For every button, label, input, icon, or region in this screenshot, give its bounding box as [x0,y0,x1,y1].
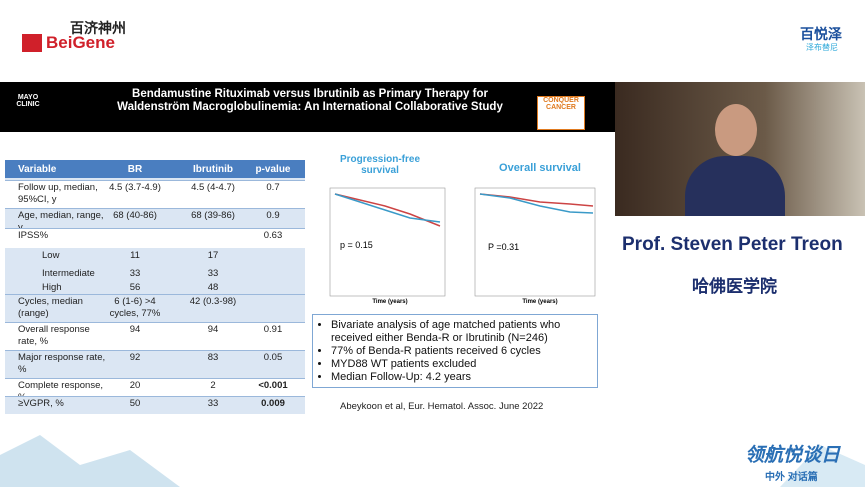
bullet: Bivariate analysis of age matched patien… [331,319,597,345]
col-header: p-value [255,164,291,175]
table-row [5,322,305,350]
table-cell: Low [42,250,60,261]
table-cell: Intermediate [42,268,95,279]
badge: CONQUER CANCER [537,96,585,130]
table-cell: 94 [207,324,219,335]
table-cell: 33 [207,268,219,279]
bullet-box: Bivariate analysis of age matched patien… [312,314,598,388]
table-cell: 50 [129,398,141,409]
table-cell: 68 (40-86) [113,210,157,221]
table-cell: 20 [129,380,141,391]
slide: MAYO CLINIC Bendamustine Rituximab versu… [0,82,615,425]
chart-title: Progression-free survival [339,154,421,176]
table-cell: 17 [207,250,219,261]
speaker-name: Prof. Steven Peter Treon [622,234,843,255]
table-cell: 11 [130,250,140,261]
table-cell: High [42,282,62,293]
institution: MAYO CLINIC [16,94,40,108]
table-header [5,160,305,178]
table-cell: Major response rate, % [18,352,106,375]
logo-cn: 百济神州 [70,20,126,36]
x-label: Time (years) [372,299,408,305]
col-header: Variable [18,164,57,175]
table-cell: 0.63 [263,230,283,241]
table-cell: 83 [207,352,219,363]
km-plots [329,187,596,297]
table-cell: 4.5 (3.7-4.9) [109,182,161,193]
webcam [615,82,865,216]
table-cell: 92 [129,352,141,363]
citation: Abeykoon et al, Eur. Hematol. Assoc. Jun… [340,401,544,412]
table-cell: 56 [129,282,141,293]
col-header: BR [127,164,143,175]
event-sub: 中外 对话篇 [765,472,818,483]
table-cell: 4.5 (4-4.7) [191,182,235,193]
footer-art [0,435,865,487]
table-row [5,228,305,248]
slide-title: Bendamustine Rituximab versus Ibrutinib … [117,88,503,113]
table-row [5,294,305,322]
bullet: 77% of Benda-R patients received 6 cycle… [331,345,597,358]
table-cell: Follow up, median, 95%CI, y [18,182,98,205]
table-cell: 68 (39-86) [191,210,235,221]
table-cell: ≥VGPR, % [18,398,64,409]
bullet: MYD88 WT patients excluded [331,358,597,371]
p-value: p = 0.15 [340,240,373,250]
table-cell: <0.001 [258,380,288,391]
table-row [5,350,305,378]
table-cell: 0.05 [263,352,283,363]
table-cell: 0.91 [263,324,283,335]
chart-title: Overall survival [499,162,581,174]
table-row [5,396,305,414]
speaker-affiliation: 哈佛医学院 [692,277,777,296]
table-row [5,180,305,208]
table-cell: 0.7 [266,182,280,193]
table-cell: Overall response rate, % [18,324,90,347]
bullet: Median Follow-Up: 4.2 years [331,371,597,384]
brand-cn: 百悦泽 [800,26,842,42]
table-cell: Age, median, range, y [18,210,104,233]
table-cell: Cycles, median (range) [18,296,83,319]
table-cell: 6 (1-6) >4 cycles, 77% [109,296,161,319]
table-cell: 48 [207,282,219,293]
col-header: Ibrutinib [193,164,233,175]
table-cell: 33 [207,398,219,409]
logo-icon [22,34,42,52]
table-cell: 2 [210,380,216,391]
x-label: Time (years) [522,299,558,305]
table-cell: IPSS% [18,230,49,241]
table-cell: 0.009 [261,398,285,409]
table-cell: 0.9 [266,210,280,221]
table-row [5,378,305,396]
table-cell: 42 (0.3-98) [189,296,237,307]
table-row [5,208,305,228]
table-cell: 94 [129,324,141,335]
event-logo: 领航悦谈日 [745,445,841,466]
brand-sub: 泽布替尼 [806,43,838,52]
logo-en: BeiGene [46,33,115,52]
slide-header [0,82,615,132]
table-cell: 33 [129,268,141,279]
p-value: P =0.31 [488,242,520,252]
